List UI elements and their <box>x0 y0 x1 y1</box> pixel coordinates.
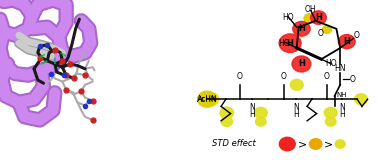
Circle shape <box>355 94 367 105</box>
Text: >: > <box>298 139 307 149</box>
Circle shape <box>324 107 337 118</box>
Text: NH: NH <box>337 92 347 98</box>
Text: H: H <box>287 39 294 48</box>
Circle shape <box>292 56 311 72</box>
Circle shape <box>203 92 218 106</box>
Text: AcHN: AcHN <box>197 95 217 104</box>
Circle shape <box>279 137 295 151</box>
Text: N: N <box>293 103 299 112</box>
Text: O: O <box>318 29 323 38</box>
Text: H: H <box>249 110 255 119</box>
Circle shape <box>339 35 355 49</box>
Circle shape <box>335 140 345 148</box>
Text: H: H <box>293 110 299 119</box>
Circle shape <box>322 26 332 33</box>
Circle shape <box>309 139 322 149</box>
Circle shape <box>220 107 234 119</box>
Circle shape <box>304 14 315 23</box>
Text: O: O <box>237 72 243 81</box>
Text: O: O <box>280 72 287 81</box>
Text: >: > <box>324 139 333 149</box>
Circle shape <box>293 21 310 36</box>
Text: H: H <box>343 37 350 46</box>
Text: H: H <box>298 60 305 68</box>
Circle shape <box>221 117 232 126</box>
Text: HO: HO <box>279 39 290 48</box>
Text: HO: HO <box>282 13 294 22</box>
Text: O: O <box>349 76 355 84</box>
Text: STD effect: STD effect <box>212 140 256 148</box>
Text: H: H <box>315 13 322 22</box>
Text: O: O <box>353 31 359 40</box>
Circle shape <box>290 79 303 90</box>
Text: AcHN: AcHN <box>197 96 217 102</box>
Text: OH: OH <box>305 5 317 14</box>
Text: N: N <box>339 103 345 112</box>
Text: H: H <box>339 110 345 119</box>
Circle shape <box>325 117 336 126</box>
Text: H: H <box>298 24 305 33</box>
Circle shape <box>254 107 267 118</box>
Text: HN: HN <box>335 64 346 73</box>
Circle shape <box>279 34 301 52</box>
Text: HO: HO <box>325 60 336 68</box>
Text: O: O <box>324 72 330 81</box>
Circle shape <box>311 11 327 24</box>
Circle shape <box>197 91 216 107</box>
Circle shape <box>256 117 266 126</box>
Text: N: N <box>249 103 255 112</box>
